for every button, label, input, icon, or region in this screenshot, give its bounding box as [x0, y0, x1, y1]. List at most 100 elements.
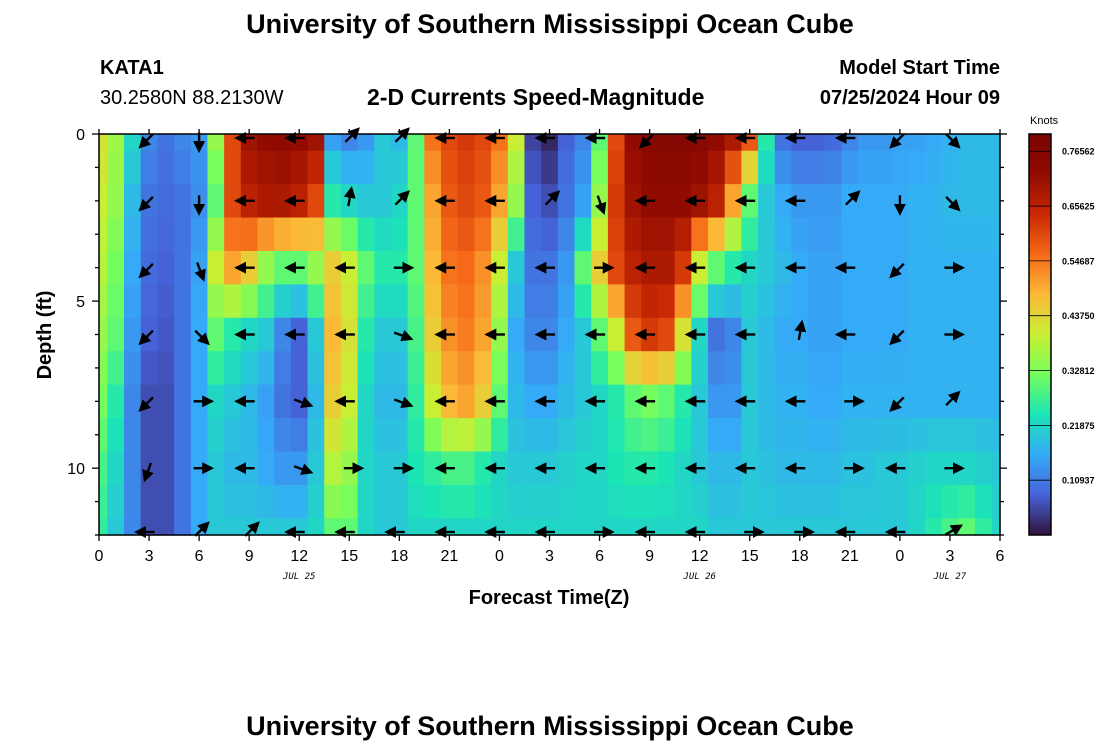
current-vector [638, 133, 655, 149]
heat-cell [574, 384, 592, 419]
heat-cell [424, 451, 442, 486]
current-vector [944, 524, 964, 536]
heat-cell [908, 150, 926, 185]
heat-cell [758, 384, 776, 419]
heat-cell [557, 484, 576, 519]
heat-cell [791, 351, 809, 386]
heat-cell [841, 134, 859, 152]
current-vector [138, 262, 154, 279]
heat-cell [507, 250, 526, 285]
heat-cell [941, 150, 959, 185]
colorbar-tick-label: 0.76562 [1062, 147, 1095, 157]
heat-cell [207, 518, 225, 536]
heat-cell [657, 518, 676, 536]
heat-cell [774, 284, 793, 319]
heat-cell [758, 217, 776, 252]
heat-cell [290, 134, 309, 152]
heat-cell [874, 418, 893, 453]
heat-cell [507, 384, 526, 419]
heat-cell [274, 418, 292, 453]
x-tick-label: 18 [390, 548, 408, 565]
heat-cell [924, 184, 943, 219]
heat-cell [941, 484, 959, 519]
heat-cell [841, 217, 859, 252]
heat-cell [190, 217, 209, 252]
heat-cell [791, 150, 809, 185]
heat-cell [107, 150, 125, 185]
heat-cell [808, 384, 826, 419]
x-tick-label: 3 [145, 548, 154, 565]
heat-cell [858, 184, 876, 219]
current-vector [344, 127, 360, 143]
heat-cell [774, 150, 793, 185]
heat-cell [908, 250, 926, 285]
heat-cell [958, 184, 976, 219]
heat-cell [724, 351, 742, 386]
heat-cell [124, 217, 142, 252]
heat-cell [908, 317, 926, 352]
heat-cell [390, 284, 409, 319]
heat-cell [657, 150, 676, 185]
heat-cell [307, 384, 325, 419]
heat-cell [407, 384, 425, 419]
heat-cell [908, 134, 926, 152]
heat-cell [641, 284, 659, 319]
heat-cell [858, 518, 876, 536]
heat-cell [224, 250, 242, 285]
heat-cell [657, 184, 676, 219]
heat-cell [691, 418, 709, 453]
heat-cell [824, 250, 843, 285]
heat-cell [524, 217, 542, 252]
heat-cell [891, 484, 909, 519]
heat-cell [724, 484, 742, 519]
heat-cell [824, 150, 843, 185]
date-label: JUL 25 [282, 572, 316, 582]
heat-cell [374, 484, 392, 519]
heat-cell [374, 184, 392, 219]
heat-cell [140, 284, 158, 319]
heat-cell [624, 217, 642, 252]
heat-cell [357, 317, 375, 352]
heat-cell [958, 451, 976, 486]
heat-cell [841, 284, 859, 319]
heat-cell [808, 134, 826, 152]
heat-cell [557, 384, 576, 419]
heat-cell [424, 134, 442, 152]
heat-cell [858, 150, 876, 185]
heat-cell [107, 184, 125, 219]
heat-cell [708, 217, 726, 252]
heat-cell [591, 484, 609, 519]
y-tick-label: 10 [67, 461, 85, 478]
heat-cell [674, 150, 692, 185]
current-vector [394, 127, 410, 143]
heat-cell [574, 217, 592, 252]
heat-cell [808, 451, 826, 486]
heat-cell [140, 484, 158, 519]
heat-cell [791, 284, 809, 319]
heat-cell [424, 284, 442, 319]
heat-cell [124, 418, 142, 453]
heat-cell [491, 484, 509, 519]
heat-cell [441, 418, 459, 453]
heat-cell [791, 484, 809, 519]
heat-cell [274, 250, 292, 285]
heat-cell [908, 484, 926, 519]
heat-cell [791, 217, 809, 252]
heat-cell [674, 351, 692, 386]
heat-cell [708, 250, 726, 285]
heat-cell [674, 317, 692, 352]
heat-cell [174, 250, 192, 285]
heat-cell [507, 418, 526, 453]
heat-cell [808, 184, 826, 219]
heat-cell [824, 184, 843, 219]
heat-cell [958, 284, 976, 319]
heat-cell [974, 351, 993, 386]
heat-cell [124, 384, 142, 419]
heat-cell [874, 250, 893, 285]
heat-cell [207, 284, 225, 319]
x-tick-label: 0 [895, 548, 904, 565]
heat-cell [374, 384, 392, 419]
heat-cell [858, 217, 876, 252]
heat-cell [457, 250, 476, 285]
heat-cell [724, 451, 742, 486]
